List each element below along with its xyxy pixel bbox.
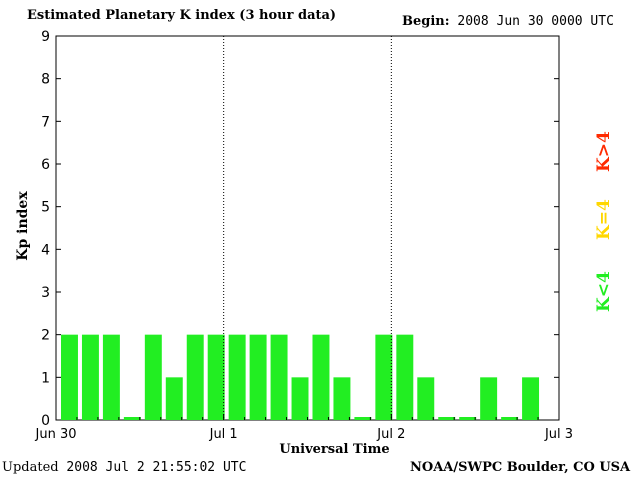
kp-bar xyxy=(291,377,309,420)
y-tick-label: 4 xyxy=(41,242,50,258)
kp-bar xyxy=(165,377,183,420)
kp-bar xyxy=(417,377,435,420)
begin-value: 2008 Jun 30 0000 UTC xyxy=(457,14,614,29)
chart-title: Estimated Planetary K index (3 hour data… xyxy=(27,8,337,23)
kp-bar xyxy=(480,377,498,420)
kp-bar xyxy=(144,334,162,420)
kp-bar xyxy=(333,377,351,420)
legend-k-equal-4: K=4 xyxy=(594,199,614,240)
kp-bar xyxy=(102,334,120,420)
kp-bar xyxy=(81,334,99,420)
kp-bar xyxy=(123,417,141,420)
x-tick-label: Jun 30 xyxy=(35,427,77,442)
y-tick-label: 0 xyxy=(41,413,50,429)
kp-bar xyxy=(61,334,78,420)
kp-bar xyxy=(186,334,204,420)
y-tick-label: 9 xyxy=(41,29,50,45)
updated-info: Updated 2008 Jul 2 21:55:02 UTC xyxy=(2,460,246,475)
kp-bar xyxy=(249,334,267,420)
updated-value: 2008 Jul 2 21:55:02 UTC xyxy=(66,460,247,475)
x-tick-label: Jul 2 xyxy=(376,427,405,442)
credit: NOAA/SWPC Boulder, CO USA xyxy=(410,460,631,475)
y-tick-label: 7 xyxy=(41,114,50,130)
kp-bar xyxy=(459,417,477,420)
x-axis-label: Universal Time xyxy=(279,442,389,457)
begin-label: Begin: xyxy=(402,14,450,29)
y-tick-label: 2 xyxy=(41,328,50,344)
y-tick-label: 5 xyxy=(41,200,50,216)
x-tick-label: Jul 1 xyxy=(209,427,238,442)
y-tick-label: 1 xyxy=(41,370,50,386)
kp-bar xyxy=(207,334,225,420)
kp-bar xyxy=(438,417,456,420)
plot-frame xyxy=(55,35,560,421)
kp-bar xyxy=(228,334,246,420)
updated-label: Updated xyxy=(2,460,59,475)
kp-bar xyxy=(312,334,330,420)
begin-info: Begin: 2008 Jun 30 0000 UTC xyxy=(402,14,614,29)
x-tick-label: Jul 3 xyxy=(544,427,573,442)
kp-bar xyxy=(501,417,519,420)
kp-bar xyxy=(396,334,414,420)
kp-bar xyxy=(522,377,540,420)
y-tick-label: 8 xyxy=(41,72,50,88)
kp-bar xyxy=(375,334,393,420)
legend-k-greater-4: K>4 xyxy=(594,131,614,172)
kp-bar xyxy=(270,334,288,420)
legend-k-less-4: K<4 xyxy=(594,271,614,312)
y-axis-label: Kp index xyxy=(15,191,31,261)
y-tick-label: 3 xyxy=(41,285,50,301)
y-tick-label: 6 xyxy=(41,157,50,173)
kp-bar xyxy=(354,417,372,420)
